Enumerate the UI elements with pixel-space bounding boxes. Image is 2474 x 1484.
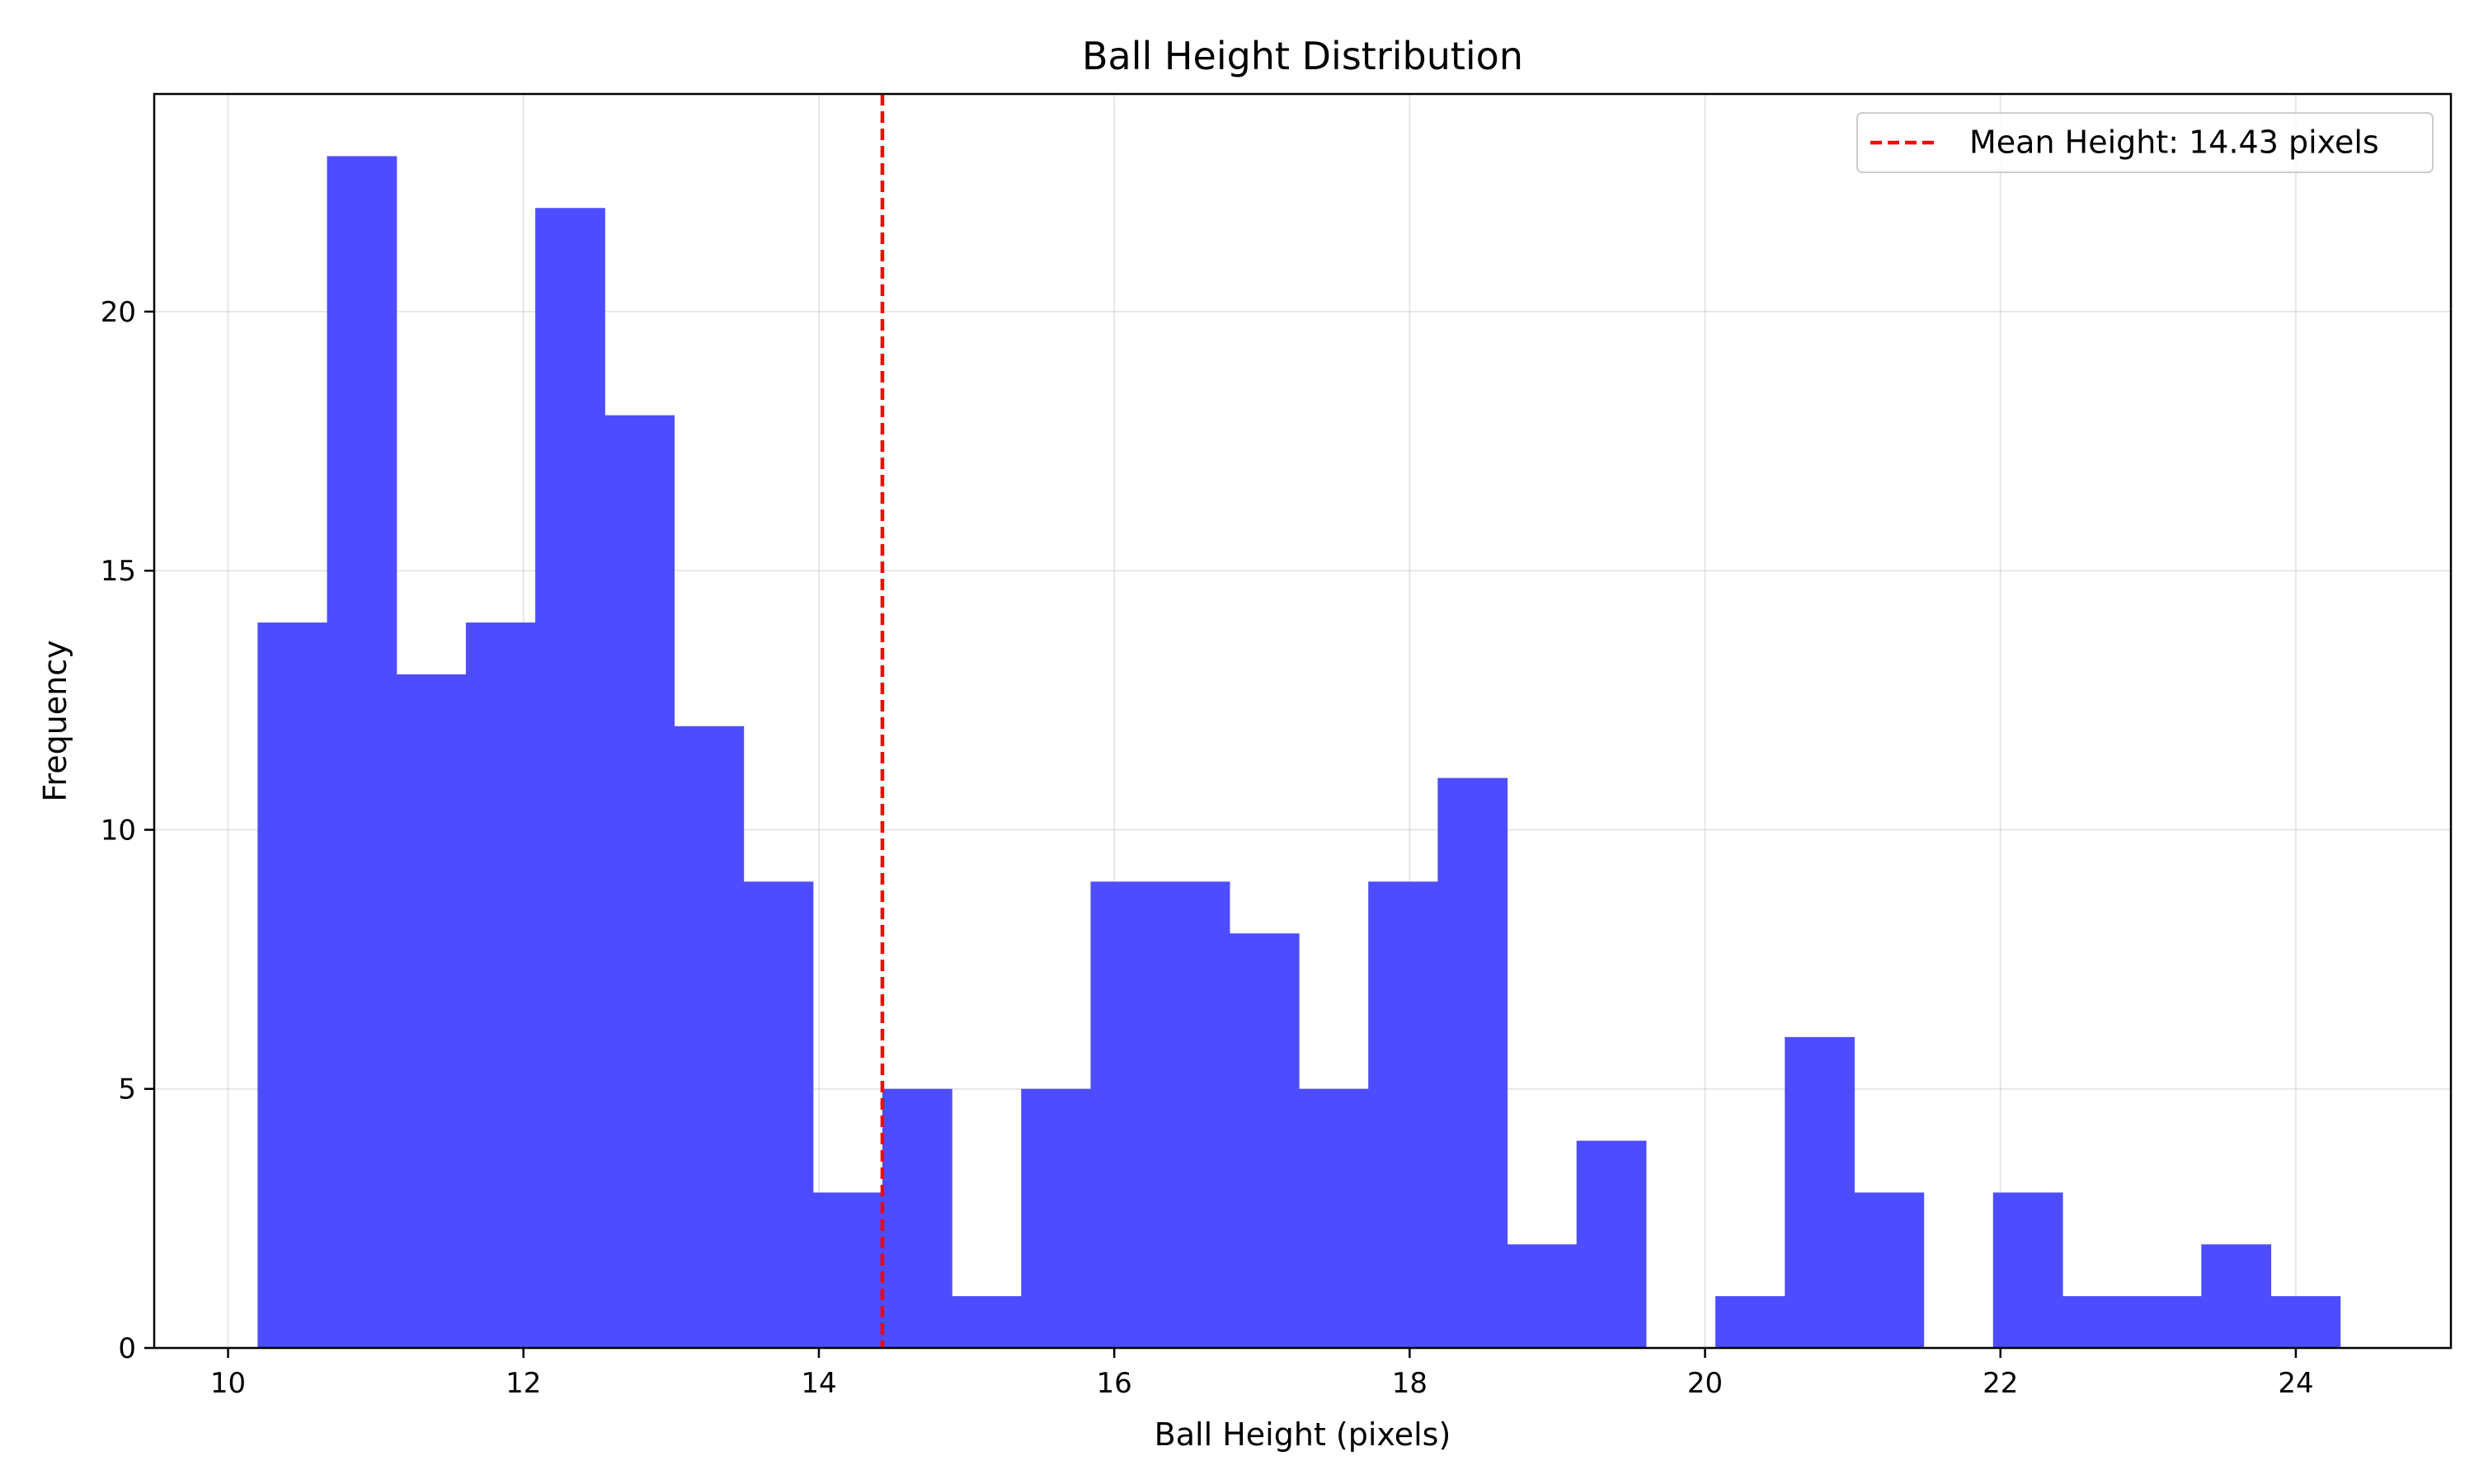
x-tick-label: 16 xyxy=(1097,1367,1132,1400)
x-tick-label: 22 xyxy=(1982,1367,2018,1400)
chart-title: Ball Height Distribution xyxy=(1082,34,1523,78)
histogram-bar xyxy=(1299,1088,1369,1348)
y-axis-ticks: 0 5 10 15 20 xyxy=(101,296,154,1365)
x-axis-label: Ball Height (pixels) xyxy=(1155,1416,1451,1453)
histogram-bar xyxy=(812,1192,883,1348)
histogram-bar xyxy=(2062,1296,2133,1348)
histogram-bar xyxy=(2270,1296,2341,1348)
histogram-bar xyxy=(1090,881,1161,1348)
x-tick-label: 18 xyxy=(1392,1367,1427,1400)
legend: Mean Height: 14.43 pixels xyxy=(1856,112,2434,173)
histogram-bar xyxy=(674,726,745,1348)
legend-mean-label: Mean Height: 14.43 pixels xyxy=(1969,124,2379,161)
histogram-bar xyxy=(743,881,814,1348)
histogram-bar xyxy=(1576,1140,1647,1348)
y-tick-label: 5 xyxy=(118,1073,136,1106)
x-tick-label: 24 xyxy=(2278,1367,2313,1400)
histogram-bar xyxy=(327,156,397,1348)
y-tick-label: 20 xyxy=(101,296,136,329)
histogram-bar xyxy=(1715,1296,1785,1348)
histogram-bar xyxy=(396,674,467,1348)
histogram-bar xyxy=(1785,1036,1856,1348)
histogram-bar xyxy=(882,1088,952,1348)
histogram-bar xyxy=(952,1296,1022,1348)
x-tick-label: 14 xyxy=(801,1367,836,1400)
y-tick-label: 15 xyxy=(101,555,136,588)
histogram-bar xyxy=(604,415,675,1348)
x-tick-label: 10 xyxy=(210,1367,246,1400)
x-tick-label: 20 xyxy=(1687,1367,1723,1400)
histogram-bar xyxy=(2201,1244,2272,1348)
plot-frame xyxy=(153,92,2453,1350)
y-axis-label: Frequency xyxy=(37,640,73,801)
histogram-bar xyxy=(2132,1296,2202,1348)
y-tick-label: 0 xyxy=(118,1332,136,1365)
y-tick-label: 10 xyxy=(101,814,136,847)
x-tick-label: 12 xyxy=(506,1367,541,1400)
histogram-bar xyxy=(465,622,536,1348)
histogram-bar xyxy=(1507,1244,1578,1348)
histogram-bar xyxy=(535,208,605,1349)
histogram-bar xyxy=(1368,881,1438,1348)
histogram-bar xyxy=(1229,933,1300,1348)
histogram-bar xyxy=(1021,1088,1092,1348)
histogram-bar xyxy=(1854,1192,1925,1348)
legend-box xyxy=(1856,112,2434,173)
histogram-bar xyxy=(1437,777,1508,1348)
histogram-bar xyxy=(257,622,328,1348)
histogram-bars xyxy=(257,156,2341,1349)
histogram-bar xyxy=(1992,1192,2063,1348)
histogram-bar xyxy=(1159,881,1230,1348)
x-axis-ticks: 10 12 14 16 18 20 22 24 xyxy=(210,1348,2314,1400)
